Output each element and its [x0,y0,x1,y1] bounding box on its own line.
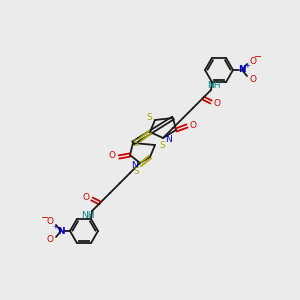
Text: −: − [41,213,49,223]
Text: +: + [52,224,58,230]
Text: O: O [46,218,53,226]
Text: O: O [250,56,256,65]
Text: NH: NH [81,211,95,220]
Text: O: O [250,74,256,83]
Text: −: − [254,52,262,62]
Text: NH: NH [207,82,221,91]
Text: N: N [132,160,138,169]
Text: S: S [159,142,165,151]
Text: S: S [133,167,139,176]
Text: N: N [57,226,65,236]
Text: O: O [82,194,89,202]
Text: N: N [165,134,171,143]
Text: +: + [244,63,250,69]
Text: O: O [214,98,220,107]
Text: O: O [46,236,53,244]
Text: O: O [190,122,196,130]
Text: N: N [238,65,246,74]
Text: S: S [146,113,152,122]
Text: S: S [132,140,138,148]
Text: O: O [109,152,116,160]
